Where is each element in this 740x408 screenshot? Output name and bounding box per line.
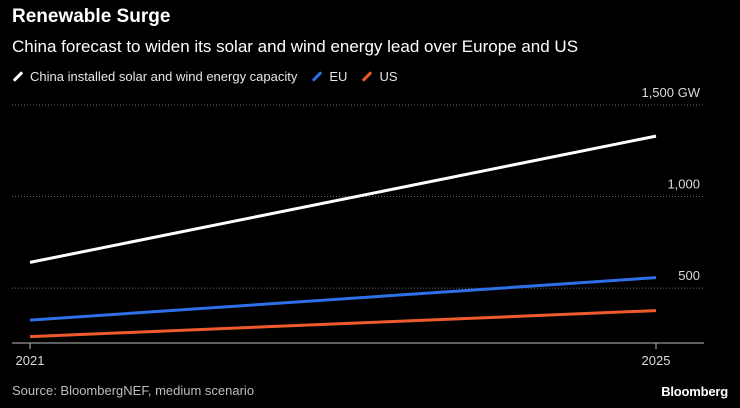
y-tick-label-0: 500 [678,268,700,283]
bloomberg-logo: Bloomberg [661,384,728,399]
legend-item-us: US [361,69,398,84]
series-line-china [29,134,657,264]
legend-label-china: China installed solar and wind energy ca… [30,69,298,84]
x-tick-label-0: 2021 [16,353,45,368]
series-line-eu [29,276,657,322]
legend-item-china: China installed solar and wind energy ca… [12,69,297,84]
y-tick-label-2: 1,500 GW [641,85,700,100]
y-tick-label-1: 1,000 [667,177,700,192]
legend: China installed solar and wind energy ca… [12,69,412,84]
series-line-us [29,309,657,339]
chart-subtitle: China forecast to widen its solar and wi… [12,37,579,56]
legend-label-eu: EU [329,69,348,84]
chart-title: Renewable Surge [12,6,171,27]
source-note: Source: BloombergNEF, medium scenario [12,383,255,398]
x-tick-label-1: 2025 [642,353,671,368]
legend-label-us: US [379,69,398,84]
legend-item-eu: EU [311,69,347,84]
